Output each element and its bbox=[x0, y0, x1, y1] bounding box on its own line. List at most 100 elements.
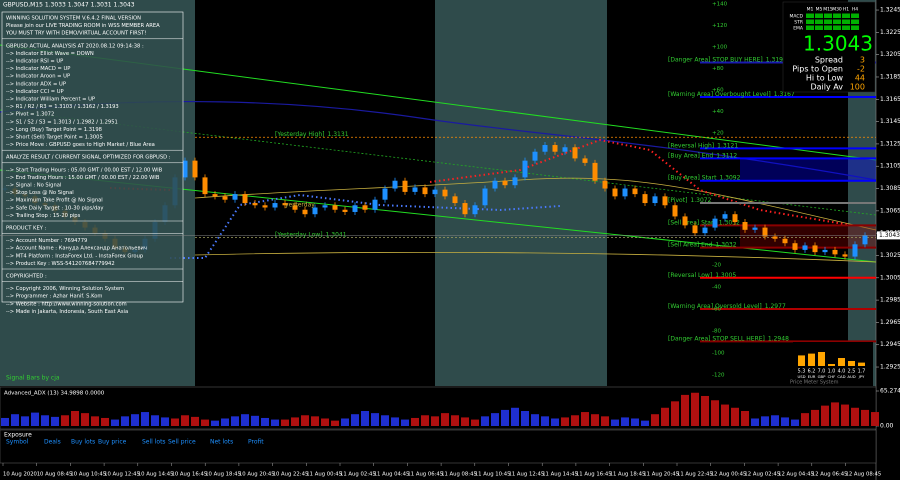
x-tick-label: 11 Aug 18:45 bbox=[610, 472, 646, 478]
candle bbox=[292, 205, 298, 210]
level-price: 1.3167 bbox=[774, 91, 795, 98]
y-tick-label: 1.3125 bbox=[880, 140, 900, 147]
level-name: [Warning Area] Oversold Level] bbox=[668, 303, 762, 310]
meter-currency: EUR bbox=[808, 374, 816, 379]
adx-tick-label: 65.2742 bbox=[880, 388, 900, 395]
channel-mid-line bbox=[0, 109, 877, 216]
level-label: [Danger Area] STOP BUY HERE] 1.3198 bbox=[668, 56, 787, 63]
info-panel bbox=[1, 11, 184, 303]
exposure-column: Buy lots bbox=[71, 439, 95, 446]
info-line: --> Stop Loss @ No Signal bbox=[6, 190, 74, 196]
candle bbox=[222, 196, 228, 200]
level-name: [Yesterday Low] bbox=[275, 231, 323, 238]
info-line: --> MT4 Platform : InstaForex Ltd. - Ins… bbox=[6, 253, 144, 259]
candle bbox=[572, 147, 578, 159]
candle bbox=[862, 235, 868, 245]
info-line: --> Copyright 2006, Winning Solution Sys… bbox=[6, 286, 124, 292]
y-tick-label: 1.2925 bbox=[880, 364, 900, 371]
adx-bar bbox=[671, 401, 679, 426]
adx-bar bbox=[21, 416, 29, 426]
level-label: [Reversal Low] 1.3005 bbox=[668, 271, 736, 278]
candle bbox=[542, 145, 548, 152]
candle bbox=[792, 243, 798, 250]
level-name: [Danger Area] STOP SELL HERE] bbox=[668, 335, 765, 342]
candle bbox=[712, 218, 718, 228]
info-line: --> Account Name : Кануда Александр Анат… bbox=[6, 246, 147, 252]
info-line: COPYRIGHTED : bbox=[6, 274, 47, 280]
signal-box bbox=[842, 19, 850, 24]
level-name: [Reversal Low] bbox=[668, 271, 712, 278]
x-tick-label: 11 Aug 14:45 bbox=[542, 472, 578, 478]
candle bbox=[612, 188, 618, 197]
level-price: 1.3092 bbox=[719, 174, 740, 181]
adx-bar bbox=[191, 416, 199, 426]
candle bbox=[852, 244, 858, 257]
level-label: [Yesterday Low] 1.3041 bbox=[275, 231, 347, 238]
exposure-panel bbox=[0, 429, 877, 464]
level-zone bbox=[740, 158, 876, 181]
adx-bar bbox=[201, 419, 209, 426]
adx-bar bbox=[601, 416, 609, 426]
indicator-label: STR bbox=[794, 20, 803, 26]
level-zone bbox=[740, 225, 876, 248]
y-tick-label: 1.3165 bbox=[880, 96, 900, 103]
info-line: WINNING SOLUTION SYSTEM V.6.4.2 FINAL VE… bbox=[6, 16, 141, 22]
candle bbox=[442, 189, 448, 197]
pip-label: +80 bbox=[712, 66, 724, 72]
info-line: --> Short (Sell) Target Point = 1.3005 bbox=[6, 135, 103, 141]
candle bbox=[592, 162, 598, 181]
signal-box bbox=[842, 25, 850, 30]
meter-currency: AUD bbox=[847, 374, 855, 379]
adx-bar bbox=[411, 417, 419, 426]
level-label: [Reversal High] 1.3121 bbox=[668, 142, 738, 149]
x-tick-label: 10 Aug 08:45 bbox=[37, 472, 73, 478]
exposure-column: Deals bbox=[44, 439, 61, 446]
candle bbox=[352, 205, 358, 212]
adx-bar bbox=[491, 413, 499, 426]
price-big: 1.3043 bbox=[803, 32, 873, 56]
info-line: --> Indicator William Percent = UP bbox=[6, 97, 95, 103]
info-line: --> Long (Buy) Target Point = 1.3198 bbox=[6, 127, 102, 133]
adx-bar bbox=[381, 415, 389, 426]
meter-value: 5.3 bbox=[798, 369, 806, 375]
level-price: 1.3131 bbox=[328, 131, 349, 138]
signal-box bbox=[806, 25, 814, 30]
meter-value: 1.7 bbox=[858, 369, 866, 375]
adx-bar bbox=[281, 419, 289, 426]
candle bbox=[362, 205, 368, 210]
pip-label: -40 bbox=[712, 285, 721, 291]
level-label: [Warning Area] Oversold Level] 1.2977 bbox=[668, 303, 786, 310]
stat-value: 100 bbox=[850, 83, 865, 92]
level-label: [Buy Area] Start 1.3092 bbox=[668, 174, 741, 181]
adx-bar bbox=[591, 414, 599, 426]
x-tick-label: 12 Aug 00:45 bbox=[711, 472, 747, 478]
signal-bars-label: Signal Bars by cja bbox=[6, 375, 60, 382]
adx-tick-label: 0.00 bbox=[880, 423, 894, 430]
window-title: GBPUSD,M15 1.3033 1.3047 1.3031 1.3043 bbox=[3, 2, 135, 9]
level-price: 1.3121 bbox=[717, 142, 738, 149]
level-name: [Yesterday High] bbox=[275, 131, 325, 138]
signal-box bbox=[851, 25, 859, 30]
candle bbox=[462, 203, 468, 215]
level-price: 1.3072 bbox=[690, 197, 711, 204]
adx-bar bbox=[351, 414, 359, 426]
x-tick-label: 12 Aug 02:45 bbox=[744, 472, 780, 478]
candle bbox=[492, 180, 498, 189]
meter-value: 6.2 bbox=[808, 369, 816, 375]
adx-bar bbox=[561, 417, 569, 426]
adx-bar bbox=[261, 417, 269, 426]
candle bbox=[412, 187, 418, 192]
adx-bar bbox=[501, 409, 509, 426]
price-meter-content: 5.3USD6.2EUR7.0GBP1.0CHF4.0CAD2.5AUD1.7J… bbox=[790, 352, 865, 386]
exposure-column: Sell price bbox=[168, 439, 196, 446]
timeframe-label: M15 bbox=[823, 7, 833, 13]
moving-average bbox=[194, 251, 877, 263]
adx-bar bbox=[51, 416, 59, 426]
adx-bar bbox=[681, 394, 689, 426]
pip-label: +40 bbox=[712, 109, 724, 115]
timeframe-label: H1 bbox=[843, 7, 849, 13]
candle bbox=[432, 189, 438, 195]
x-tick-label: 11 Aug 04:45 bbox=[374, 472, 410, 478]
stat-label: Daily Av bbox=[810, 83, 843, 92]
y-tick-label: 1.3005 bbox=[880, 274, 900, 281]
